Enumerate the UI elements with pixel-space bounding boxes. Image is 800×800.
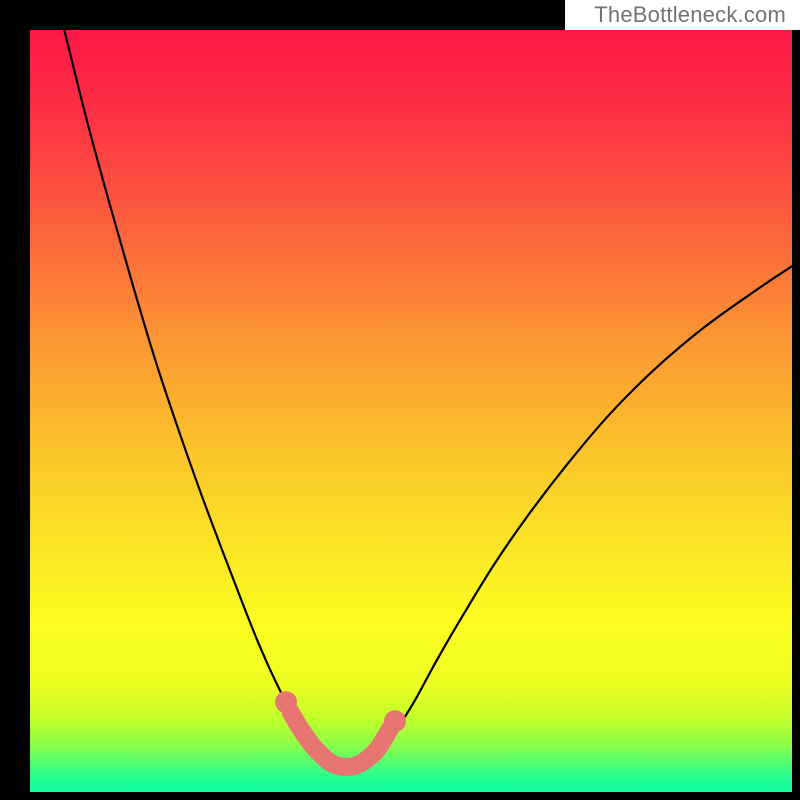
watermark-text: TheBottleneck.com bbox=[594, 2, 786, 28]
optimal-range-start-dot bbox=[275, 691, 297, 713]
chart-frame: TheBottleneck.com bbox=[0, 0, 800, 800]
bottleneck-chart bbox=[0, 0, 800, 800]
optimal-range-end-dot bbox=[384, 710, 406, 732]
chart-background-gradient bbox=[30, 30, 792, 792]
